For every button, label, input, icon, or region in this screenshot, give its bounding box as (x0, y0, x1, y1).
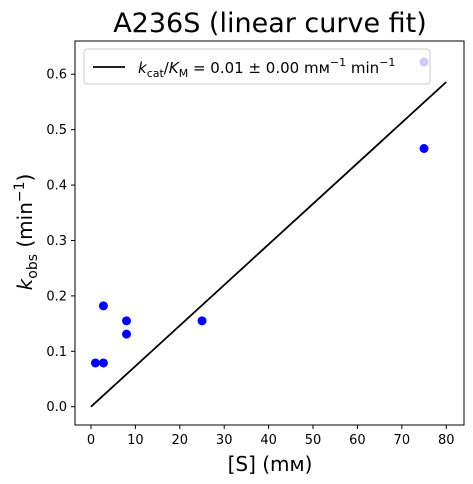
fit-line-group (90, 81, 447, 408)
svg-text:kobs (min−1): kobs (min−1) (12, 174, 41, 291)
y-axis: 0.0 0.1 0.2 0.3 0.4 0.5 0.6 (46, 68, 75, 415)
y-tick-label: 0.3 (46, 234, 67, 249)
y-axis-title-sub: obs (25, 254, 41, 279)
data-point (197, 316, 207, 326)
y-tick-label: 0.0 (46, 400, 67, 415)
y-axis-title-close: ) (13, 174, 37, 182)
y-tick-label: 0.6 (46, 68, 67, 83)
x-tick-label: 20 (172, 433, 189, 448)
legend-box (83, 48, 431, 85)
data-point (419, 143, 429, 153)
chart-title: A236S (linear curve fit) (113, 8, 427, 39)
x-tick-label: 50 (305, 433, 322, 448)
x-tick-label: 80 (438, 433, 455, 448)
y-axis-title-unit: (min (13, 202, 37, 254)
x-axis-title: [S] (mм) (228, 452, 313, 476)
x-tick-label: 10 (127, 433, 144, 448)
y-axis-title-k: k (13, 277, 37, 290)
data-point (98, 358, 108, 368)
y-axis-title: kobs (min−1) (12, 174, 41, 291)
x-tick-label: 60 (349, 433, 366, 448)
x-tick-label: 40 (260, 433, 277, 448)
x-tick-label: 0 (87, 433, 95, 448)
data-point (122, 316, 132, 326)
plot-frame (74, 40, 465, 426)
y-tick-label: 0.2 (46, 289, 67, 304)
x-axis: 0 10 20 30 40 50 60 70 80 (87, 425, 455, 448)
y-tick-label: 0.5 (46, 123, 67, 138)
legend-label: kcat/KM = 0.01 ± 0.00 mм−1 min−1 (138, 56, 395, 80)
fit-line (90, 81, 447, 408)
data-points (90, 57, 429, 368)
y-tick-label: 0.1 (46, 345, 67, 360)
x-tick-label: 30 (216, 433, 233, 448)
data-point (98, 301, 108, 311)
y-axis-title-sup: −1 (12, 181, 28, 202)
data-point (122, 329, 132, 339)
x-tick-label: 70 (394, 433, 411, 448)
legend: kcat/KM = 0.01 ± 0.00 mм−1 min−1 (83, 48, 431, 85)
y-tick-label: 0.4 (46, 179, 67, 194)
data-point (90, 358, 100, 368)
